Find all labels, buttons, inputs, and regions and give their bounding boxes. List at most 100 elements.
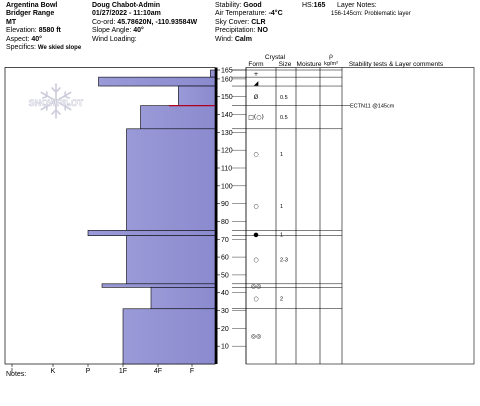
observer-name: Doug Chabot-Admin xyxy=(92,2,161,9)
crystal-table-frame xyxy=(245,67,475,365)
hardness-bar xyxy=(126,128,216,231)
stability-tests-header: Stability tests & Layer comments xyxy=(349,61,444,68)
hardness-bar xyxy=(150,287,216,310)
crystal-form: ○ xyxy=(253,203,258,210)
height-tick-label: 140 xyxy=(221,112,233,119)
hardness-tick-label: 4F xyxy=(154,368,162,375)
rho-header: ρ xyxy=(329,53,333,60)
crystal-size: 2 xyxy=(280,297,283,303)
crystal-form: Ø xyxy=(254,94,259,101)
crystal-header: Crystal xyxy=(265,54,286,61)
header-col-layer-notes: Layer Notes: 156-145cm: Problematic laye… xyxy=(331,2,411,19)
hs-value: 165 xyxy=(313,2,326,9)
stability-test-label: ECTN11 @145cm xyxy=(350,104,395,110)
slope-value: 40° xyxy=(133,27,144,35)
wind-loading-label: Wind Loading: xyxy=(92,35,137,43)
crystal-size: 1 xyxy=(280,232,283,238)
crystal-size: 1 xyxy=(280,204,283,210)
height-tick-label: 60 xyxy=(221,255,229,262)
precip-value: NO xyxy=(257,27,268,35)
crystal-form: □(○) xyxy=(248,114,264,121)
location-name: Argentina Bowl xyxy=(6,2,58,9)
crystal-size: 2-3 xyxy=(280,257,288,263)
header-col-hs: HS:165 xyxy=(302,2,325,10)
hardness-bar xyxy=(140,105,216,130)
height-tick-label: 50 xyxy=(221,272,229,279)
layer-note-1: 156-145cm: Problematic layer xyxy=(331,11,411,18)
height-tick-label: 20 xyxy=(221,326,229,333)
form-header: Form xyxy=(248,61,263,68)
specifics-label: Specifics: xyxy=(6,43,36,51)
header-col-location: Argentina Bowl Bridger Range MT Elevatio… xyxy=(6,2,81,52)
crystal-form: ◎◎ xyxy=(251,283,261,290)
moisture-header: Moisture xyxy=(297,61,322,68)
height-tick-label: 120 xyxy=(221,148,233,155)
hardness-tick-label: F xyxy=(190,368,194,375)
hardness-bar xyxy=(210,69,216,78)
hardness-tick-label: I xyxy=(11,368,13,375)
sky-value: CLR xyxy=(251,18,266,26)
specifics-value: We skied slope xyxy=(37,44,82,51)
snowpilot-watermark: SNOWPILOT xyxy=(28,83,84,119)
stability-value: Good xyxy=(243,2,262,9)
hs-label: HS: xyxy=(302,2,314,9)
hardness-bar xyxy=(126,235,216,285)
height-tick-label: 110 xyxy=(221,166,232,173)
hardness-bars xyxy=(87,69,216,365)
slope-label: Slope Angle: xyxy=(92,27,132,35)
sky-label: Sky Cover: xyxy=(215,18,250,26)
crystal-form: ◢ xyxy=(254,80,259,87)
air-temp-value: -4°C xyxy=(268,10,283,18)
height-tick-label: 40 xyxy=(221,290,229,297)
crystal-form: ○ xyxy=(253,256,258,263)
header-col-observer: Doug Chabot-Admin 01/27/2022 - 11:10am C… xyxy=(92,2,197,44)
hardness-bar xyxy=(178,85,216,106)
layer-notes-label: Layer Notes: xyxy=(337,2,377,9)
crystal-form: ○ xyxy=(253,151,258,158)
stability-label: Stability: xyxy=(215,2,242,9)
notes-label: Notes: xyxy=(6,371,27,378)
density-header: kg/m³ xyxy=(324,61,338,67)
aspect-value: 40° xyxy=(31,35,42,43)
hardness-tick-label: 1F xyxy=(119,368,127,375)
height-tick-label: 100 xyxy=(221,183,233,190)
height-tick-label: 165 xyxy=(221,68,233,75)
size-header: Size xyxy=(279,61,292,68)
state-name: MT xyxy=(6,18,17,26)
hardness-axis: I K P 1F 4F F xyxy=(11,364,194,375)
height-tick-label: 10 xyxy=(221,344,229,351)
range-name: Bridger Range xyxy=(6,10,55,18)
height-tick-label: 130 xyxy=(221,130,233,137)
hardness-bar xyxy=(122,308,216,365)
crystal-form: ○ xyxy=(253,296,258,303)
hardness-bar xyxy=(87,230,216,237)
coord-label: Co-ord: xyxy=(92,18,116,26)
crystal-size: 0.5 xyxy=(280,115,288,121)
coord-value: 45.78620N, -110.93584W xyxy=(117,18,198,26)
height-tick-label: 150 xyxy=(221,94,233,101)
height-tick-label: 160 xyxy=(221,76,233,83)
height-scale-bar xyxy=(215,67,218,364)
crystal-size: 0.5 xyxy=(280,95,288,101)
aspect-label: Aspect: xyxy=(6,35,30,43)
crystal-size: 1 xyxy=(280,152,283,158)
precip-label: Precipitation: xyxy=(215,27,256,35)
crystal-form: ◎◎ xyxy=(251,333,261,340)
header-col-weather: Stability: Good Air Temperature: -4°C Sk… xyxy=(215,2,283,44)
height-tick-label: 90 xyxy=(221,201,229,208)
crystal-form: ● xyxy=(253,231,258,238)
layer-rows: + ◢ Ø 0.5 □(○) 0.5 ○ 1 ○ 1 ● 1 ○ 2-3 ◎◎ ○ 2 ◎◎ ECTN11 @145… xyxy=(232,69,395,340)
height-tick-label: 70 xyxy=(221,237,229,244)
crystal-form: + xyxy=(253,71,258,78)
elevation-value: 8580 ft xyxy=(38,27,61,35)
hardness-bar xyxy=(98,76,216,87)
obs-datetime: 01/27/2022 - 11:10am xyxy=(92,10,161,18)
elevation-label: Elevation: xyxy=(6,27,37,35)
air-temp-label: Air Temperature: xyxy=(215,10,267,18)
snowflake-icon xyxy=(40,83,72,119)
hardness-bar xyxy=(101,283,216,288)
height-tick-label: 30 xyxy=(221,308,229,315)
hardness-tick-label: P xyxy=(86,368,91,375)
hardness-tick-label: K xyxy=(51,368,56,375)
